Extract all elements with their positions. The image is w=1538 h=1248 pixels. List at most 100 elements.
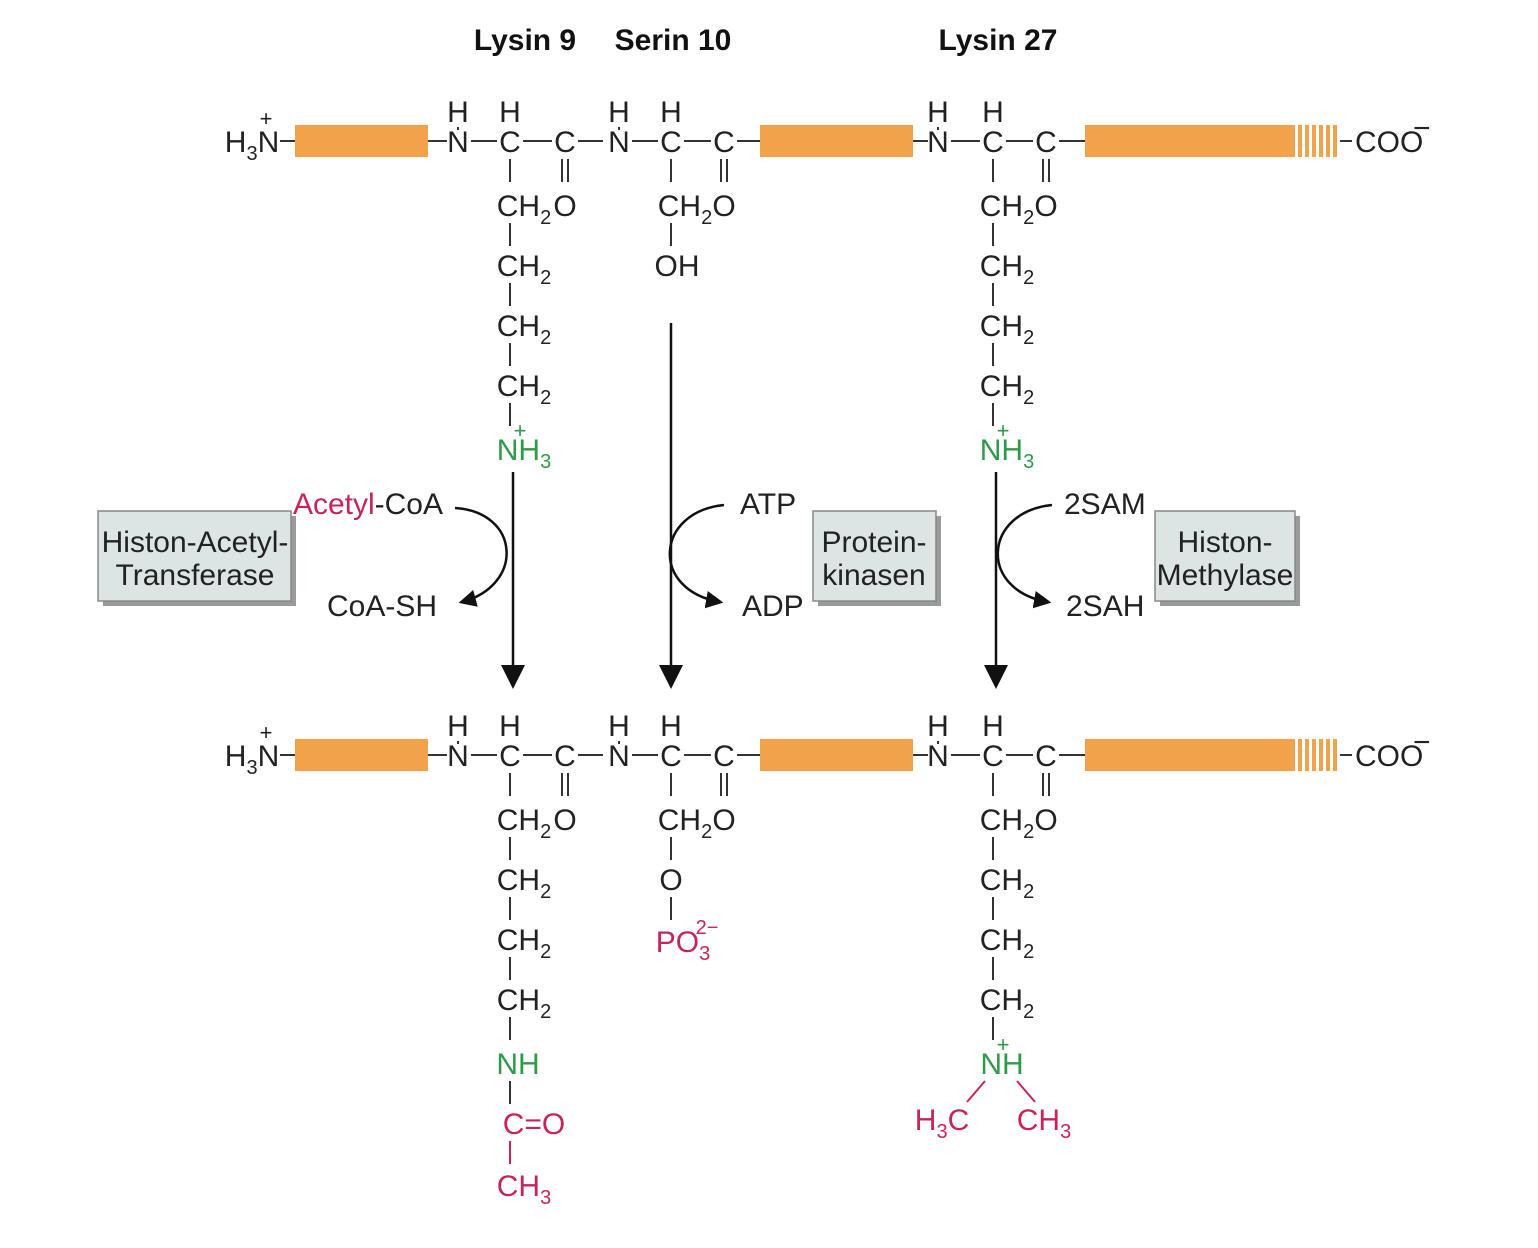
lys9-ch2-3: CH2 — [497, 310, 551, 349]
ser10-ca: C — [660, 740, 682, 773]
lys27-ca: C — [982, 740, 1004, 773]
chain-fade-tick — [1326, 739, 1330, 771]
lys27-n: N — [927, 740, 949, 773]
chain-segment-1 — [295, 125, 428, 157]
lys27-carbonyl-c: C — [1035, 126, 1057, 159]
svg-text:Histon-Acetyl-: Histon-Acetyl- — [102, 526, 289, 559]
chain-segment-3 — [1085, 739, 1295, 771]
lys9-carbonyl-c: C — [554, 740, 576, 773]
coa-sh-label: CoA-SH — [327, 590, 437, 623]
acetyl-coa-label: Acetyl-CoA — [293, 488, 443, 521]
lys9-ch2-3: CH2 — [497, 924, 551, 963]
ser10-carbonyl-o: O — [712, 190, 735, 223]
ser10-n-h: H — [608, 710, 630, 743]
ser10-ch2: CH2 — [658, 190, 712, 229]
lys27-ch2-2: CH2 — [980, 864, 1034, 903]
lys9-carbonyl-c: C — [554, 126, 576, 159]
c-terminus-charge: − — [1413, 726, 1431, 759]
lys27-nh3: NH3 — [980, 434, 1034, 473]
chain-fade-tick — [1333, 125, 1337, 157]
2sah-label: 2SAH — [1066, 590, 1144, 623]
chain-fade-tick — [1305, 125, 1309, 157]
c-terminus-charge: − — [1413, 112, 1431, 145]
lys9-ch2-4: CH2 — [497, 984, 551, 1023]
lys27-carbonyl-o: O — [1034, 190, 1057, 223]
2sam-label: 2SAM — [1064, 488, 1146, 521]
lys9-ca: C — [499, 740, 521, 773]
proteinkinasen-box: Protein- kinasen — [812, 510, 941, 606]
lys9-carbonyl-o: O — [553, 190, 576, 223]
chain-fade-tick — [1326, 125, 1330, 157]
lys27-ch2-3: CH2 — [980, 924, 1034, 963]
lys27-methyl-right: CH3 — [1017, 1104, 1071, 1143]
chain-fade-tick — [1319, 739, 1323, 771]
lys27-ch2-3: CH2 — [980, 310, 1034, 349]
n-terminus-charge: + — [260, 720, 273, 745]
lys27-ca-h: H — [982, 96, 1004, 129]
chain-fade-tick — [1319, 125, 1323, 157]
chain-fade-tick — [1298, 125, 1302, 157]
lys27-ch2-1: CH2 — [980, 804, 1034, 843]
bond — [1016, 1080, 1036, 1103]
bond — [966, 1080, 986, 1103]
lys9-n-h: H — [447, 96, 469, 129]
lys9-n-h: H — [447, 710, 469, 743]
lys9-acetyl-co: C=O — [503, 1108, 566, 1141]
lys27-n-h: H — [927, 710, 949, 743]
ser10-oh: OH — [655, 250, 700, 283]
chain-fade-tick — [1312, 739, 1316, 771]
methylation-arrowhead — [984, 665, 1008, 689]
ser10-o: O — [659, 864, 682, 897]
atp-label: ATP — [740, 488, 796, 521]
lys9-ca-h: H — [499, 710, 521, 743]
lys9-ca: C — [499, 126, 521, 159]
ser10-carbonyl-c: C — [713, 740, 735, 773]
histon-acetyl-transferase-box: Histon-Acetyl- Transferase — [97, 510, 296, 606]
lys9-n: N — [447, 740, 469, 773]
ser10-ch2: CH2 — [658, 804, 712, 843]
chain-segment-3 — [1085, 125, 1295, 157]
peptide-chain-modified: H3N+NHCHCONHCHCONHCHCOCOO−CH2CH2CH2CH2CH… — [225, 710, 1431, 1209]
methylation-reaction: 2SAM 2SAH — [984, 472, 1146, 689]
chain-segment-1 — [295, 739, 428, 771]
lys9-ch2-1: CH2 — [497, 190, 551, 229]
phosphorylation-arrowhead — [659, 665, 683, 689]
acetyl-coa-curved-arrow — [454, 506, 508, 607]
chain-segment-2 — [760, 125, 913, 157]
lys9-ch2-4: CH2 — [497, 370, 551, 409]
chain-fade-tick — [1333, 739, 1337, 771]
n-terminus-charge: + — [260, 106, 273, 131]
n-terminus-h3n: H3N — [225, 740, 279, 779]
lys27-carbonyl-o: O — [1034, 804, 1057, 837]
chain-fade-tick — [1298, 739, 1302, 771]
lys27-carbonyl-c: C — [1035, 740, 1057, 773]
lysin-9-label: Lysin 9 — [474, 24, 576, 57]
lys9-ca-h: H — [499, 96, 521, 129]
phosphorylation-reaction: ATP ADP — [659, 323, 804, 689]
ser10-po3-charge: 2− — [696, 917, 719, 939]
lys9-ch2-2: CH2 — [497, 864, 551, 903]
lys27-ca: C — [982, 126, 1004, 159]
svg-text:Transferase: Transferase — [116, 559, 275, 592]
lys9-nh: NH — [496, 1048, 539, 1081]
svg-text:Protein-: Protein- — [821, 526, 926, 559]
lys9-ch2-2: CH2 — [497, 250, 551, 289]
chain-fade-tick — [1305, 739, 1309, 771]
lys9-ch2-1: CH2 — [497, 804, 551, 843]
lys9-nh3-charge: + — [514, 418, 527, 443]
lys9-n: N — [447, 126, 469, 159]
peptide-chain-unmodified: H3N+NHCHCONHCHCONHCHCOCOO−CH2CH2CH2CH2CH… — [225, 96, 1431, 473]
svg-text:Methylase: Methylase — [1157, 559, 1294, 592]
ser10-ca-h: H — [660, 710, 682, 743]
ser10-carbonyl-c: C — [713, 126, 735, 159]
lys27-ch2-2: CH2 — [980, 250, 1034, 289]
svg-text:Histon-: Histon- — [1177, 526, 1272, 559]
lys27-nh: NH — [980, 1048, 1023, 1081]
atp-curved-arrow — [668, 503, 725, 609]
acetylation-arrowhead — [501, 665, 525, 689]
ser10-ca-h: H — [660, 96, 682, 129]
lys9-acetyl-ch3: CH3 — [497, 1170, 551, 1209]
c-terminus-coo: COO — [1355, 740, 1423, 773]
chain-segment-2 — [760, 739, 913, 771]
lys27-ch2-4: CH2 — [980, 370, 1034, 409]
